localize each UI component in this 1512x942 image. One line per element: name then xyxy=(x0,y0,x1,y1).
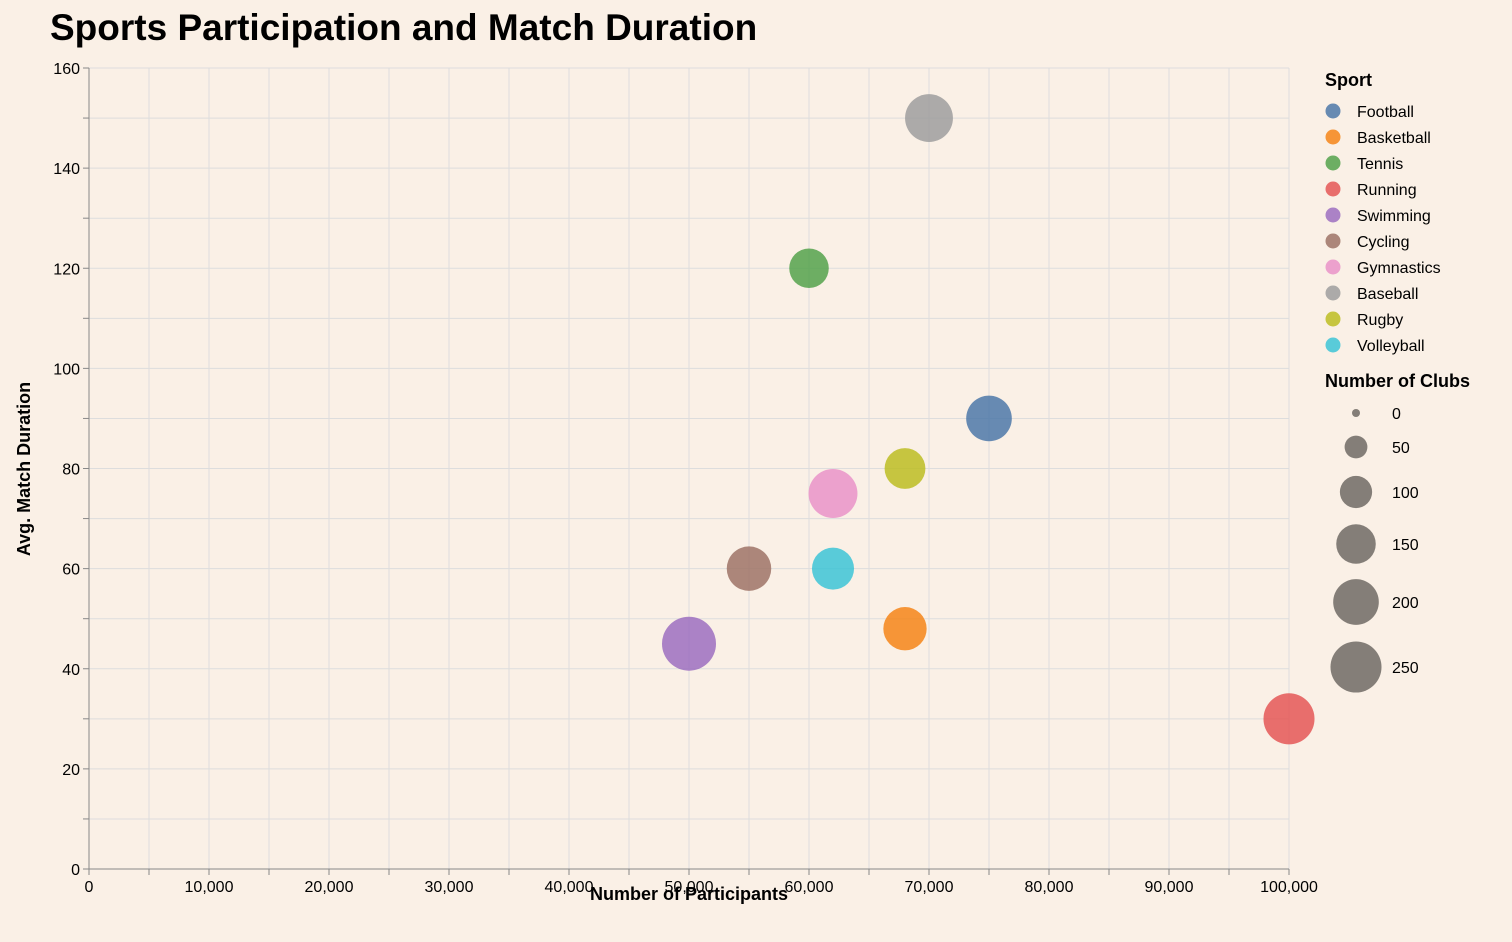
legend-swatch-cycling xyxy=(1325,233,1341,249)
legend-label-running: Running xyxy=(1357,182,1417,199)
data-point-basketball xyxy=(883,607,927,651)
legend-swatch-rugby xyxy=(1325,311,1341,327)
legend-swatch-running xyxy=(1325,181,1341,197)
legend-swatch-volleyball xyxy=(1325,337,1341,353)
legend-swatch-swimming xyxy=(1325,207,1341,223)
data-point-football xyxy=(966,395,1012,442)
legend-label-basketball: Basketball xyxy=(1357,130,1431,147)
y-axis-title: Avg. Match Duration xyxy=(14,382,34,556)
x-tick-label: 100,000 xyxy=(1260,879,1318,896)
legend-label-gymnastics: Gymnastics xyxy=(1357,260,1441,277)
size-legend-bubble xyxy=(1339,475,1373,509)
y-tick-label: 160 xyxy=(53,61,80,78)
y-tick-label: 120 xyxy=(53,261,80,278)
y-tick-label: 60 xyxy=(62,562,80,579)
data-point-running xyxy=(1263,693,1315,745)
data-point-rugby xyxy=(884,448,926,489)
data-points xyxy=(662,94,1315,745)
legend-label-football: Football xyxy=(1357,104,1414,121)
y-tick-label: 40 xyxy=(62,662,80,679)
size-legend-label: 0 xyxy=(1392,406,1401,423)
y-tick-label: 80 xyxy=(62,462,80,479)
legend-label-volleyball: Volleyball xyxy=(1357,338,1425,355)
y-tick-label: 140 xyxy=(53,161,80,178)
legend-label-baseball: Baseball xyxy=(1357,286,1418,303)
size-legend-title: Number of Clubs xyxy=(1325,371,1470,391)
data-point-volleyball xyxy=(811,547,855,590)
x-tick-label: 10,000 xyxy=(185,879,234,896)
grid xyxy=(88,67,1290,870)
size-legend-label: 100 xyxy=(1392,485,1419,502)
x-axis-title: Number of Participants xyxy=(590,884,788,904)
x-tick-label: 60,000 xyxy=(785,879,834,896)
x-tick-label: 50,000 xyxy=(665,879,714,896)
data-point-swimming xyxy=(662,616,716,671)
legend-swatch-football xyxy=(1325,103,1341,119)
legend-label-rugby: Rugby xyxy=(1357,312,1403,329)
x-tick-label: 0 xyxy=(85,879,94,896)
size-legend-bubble xyxy=(1336,524,1376,564)
legend-label-swimming: Swimming xyxy=(1357,208,1431,225)
x-tick-label: 40,000 xyxy=(545,879,594,896)
size-legend-label: 150 xyxy=(1392,537,1419,554)
size-legend: Number of Clubs 0 50 100 150 200 250 xyxy=(1325,371,1470,693)
size-legend-bubble xyxy=(1344,435,1368,459)
legend-label-tennis: Tennis xyxy=(1357,156,1403,173)
color-legend-title: Sport xyxy=(1325,70,1372,90)
size-legend-label: 50 xyxy=(1392,440,1410,457)
x-tick-label: 70,000 xyxy=(905,879,954,896)
axes: 0 10,000 20,000 30,000 40,000 50,000 60,000 70,… xyxy=(53,61,1318,896)
y-tick-label: 0 xyxy=(71,862,80,879)
legend-label-cycling: Cycling xyxy=(1357,234,1409,251)
size-legend-label: 250 xyxy=(1392,660,1419,677)
x-tick-label: 30,000 xyxy=(425,879,474,896)
data-point-cycling xyxy=(726,546,772,591)
legend-swatch-baseball xyxy=(1325,285,1341,301)
data-point-baseball xyxy=(905,94,953,142)
size-legend-bubble xyxy=(1333,579,1379,625)
x-tick-label: 20,000 xyxy=(305,879,354,896)
data-point-tennis xyxy=(789,248,829,289)
size-legend-label: 200 xyxy=(1392,595,1419,612)
color-legend: Sport Football Basketball Tennis Running Swi… xyxy=(1325,70,1441,355)
y-tick-label: 20 xyxy=(62,762,80,779)
size-legend-bubble xyxy=(1330,641,1382,693)
size-legend-bubble xyxy=(1352,409,1360,417)
x-tick-label: 90,000 xyxy=(1145,879,1194,896)
x-tick-label: 80,000 xyxy=(1025,879,1074,896)
chart-title: Sports Participation and Match Duration xyxy=(50,7,757,48)
legend-swatch-tennis xyxy=(1325,155,1341,171)
y-tick-label: 100 xyxy=(53,361,80,378)
legend-swatch-basketball xyxy=(1325,129,1341,145)
legend-swatch-gymnastics xyxy=(1325,259,1341,275)
data-point-gymnastics xyxy=(808,469,858,519)
